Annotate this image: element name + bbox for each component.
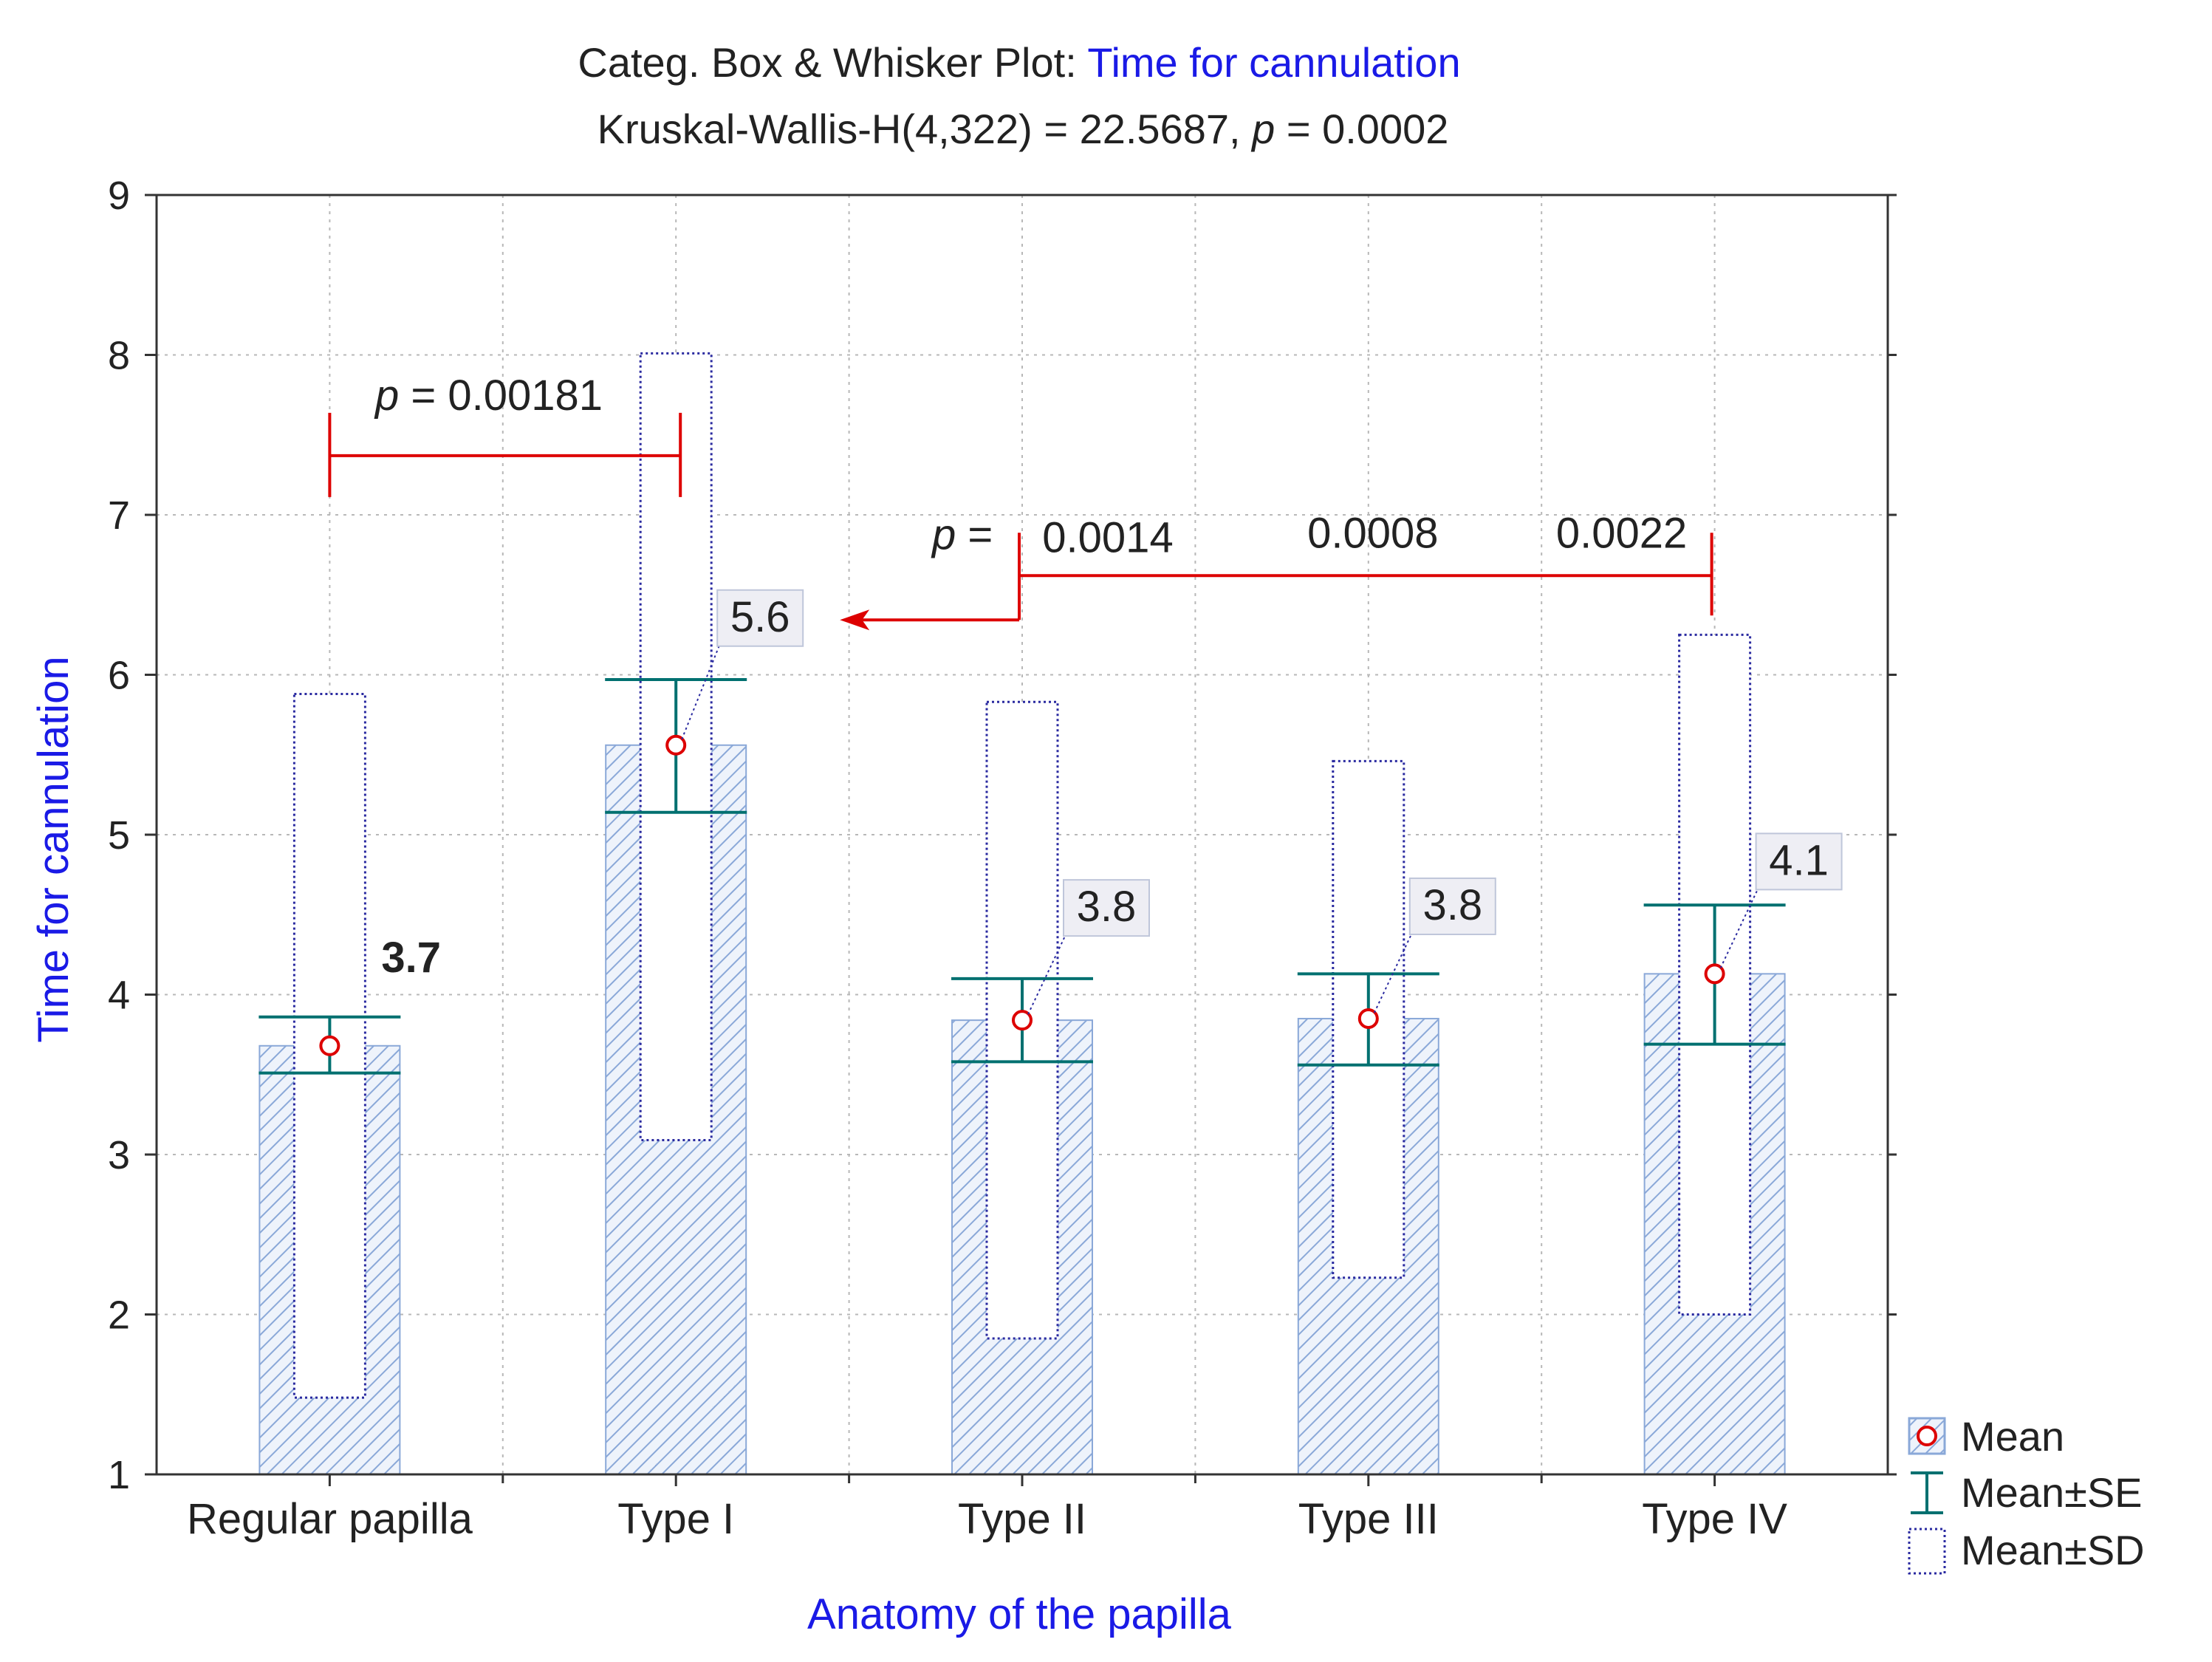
x-tick-label: Type I [617,1495,734,1543]
legend-item-sd: Mean±SD [1908,1527,2145,1575]
plot-border [155,194,1889,1476]
legend-sd-swatch [1908,1528,1946,1575]
sd-layer [292,352,1752,1399]
comparison-1-label: p = 0.00181 [374,372,603,420]
y-tick-label: 3 [108,1133,130,1177]
mean-label-leader [681,643,722,740]
legend-label-mean: Mean [1961,1413,2064,1460]
subtitle-prefix: Kruskal-Wallis-H(4,322) = 22.5687, [597,106,1241,152]
mean-marker [1357,1008,1379,1029]
mean-layer: 3.7 5.6 3.8 3.8 4.1 [319,589,1843,1056]
y-axis-label: Time for cannulation [30,656,78,1042]
mean-value-label: 3.8 [1422,881,1482,929]
legend: Mean Mean±SE Mean±SD [1908,1413,2145,1575]
mean-value-label: 5.6 [730,593,790,641]
axis-layer: 1 2 3 4 5 6 7 8 9 Regular papilla Type I Type II Typ… [108,174,1897,1543]
x-tick-label: Type II [958,1495,1086,1543]
mean-marker [319,1035,340,1056]
comparison-2-arrow-head [840,609,870,631]
mean-marker [665,734,687,756]
chart-title-prefix: Categ. Box & Whisker Plot: [578,39,1076,86]
mean-label-box [1063,879,1150,937]
comparison-2-eq: = [956,510,993,558]
legend-mean-marker [1917,1426,1937,1446]
comparison-2-p-value: 0.0014 [1042,513,1173,561]
comparison-2-p-symbol: p [931,510,956,558]
y-tick-label: 2 [108,1293,130,1338]
y-tick-label: 7 [108,493,130,538]
legend-label-sd: Mean±SD [1961,1527,2145,1573]
mean-marker [1704,963,1725,985]
chart-title-variable: Time for cannulation [1087,39,1460,86]
x-tick-label: Type III [1298,1495,1439,1543]
comparison-1-eq: = [399,372,448,420]
comparison-2-label: p = [931,510,993,558]
mean-value-label: 4.1 [1769,836,1829,884]
y-tick-label: 6 [108,654,130,698]
y-tick-label: 4 [108,974,130,1018]
comparison-2-p-value: 0.0008 [1307,509,1438,557]
x-tick-label: Type IV [1642,1495,1787,1543]
x-axis-label: Anatomy of the papilla [807,1590,1232,1638]
chart-title: Categ. Box & Whisker Plot: Time for cann… [578,39,1460,86]
y-tick-label: 9 [108,174,130,218]
chart-subtitle: Kruskal-Wallis-H(4,322) = 22.5687, p = 0… [597,106,1449,152]
mean-label-box [716,589,804,647]
comparison-2-p-value: 0.0022 [1556,509,1687,557]
y-tick-label: 8 [108,334,130,378]
comparison-1-p-value: 0.00181 [448,372,603,420]
mean-label-box [1408,877,1496,935]
mean-marker [1012,1010,1033,1031]
subtitle-suffix: = 0.0002 [1287,106,1449,152]
mean-value-label: 3.7 [381,934,441,982]
legend-label-se: Mean±SE [1961,1469,2143,1516]
y-tick-label: 1 [108,1453,130,1497]
mean-value-label: 3.8 [1077,883,1137,931]
mean-label-box [1755,832,1843,891]
legend-item-mean: Mean [1908,1413,2064,1460]
legend-item-se: Mean±SE [1911,1469,2143,1516]
x-tick-label: Regular papilla [187,1495,473,1543]
y-tick-label: 5 [108,813,130,858]
subtitle-p: p [1250,106,1275,152]
comparison-1-p-symbol: p [374,372,399,420]
